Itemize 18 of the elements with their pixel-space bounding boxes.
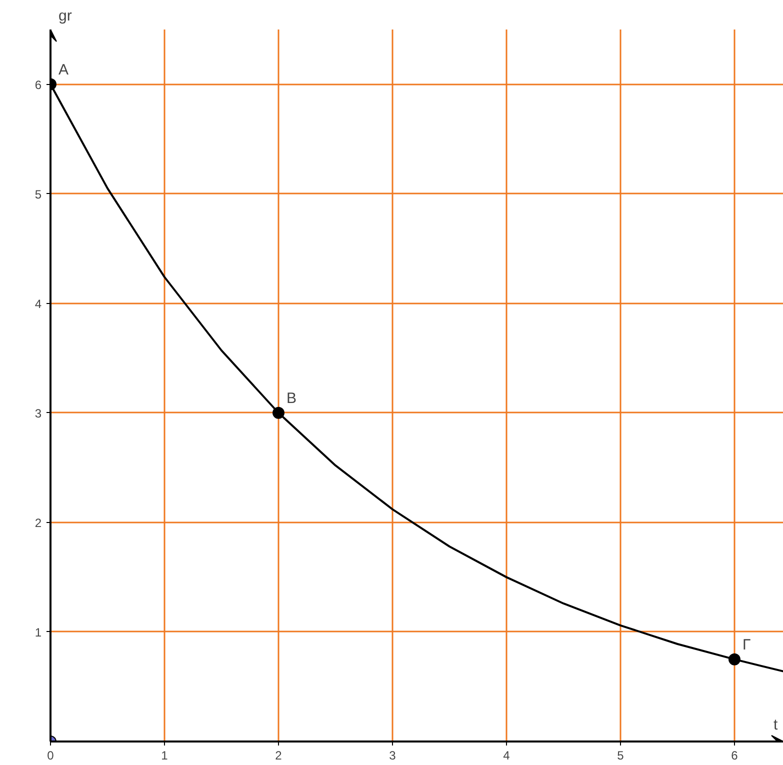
y-tick-label: 3	[34, 406, 42, 420]
y-tick-label: 5	[34, 187, 42, 202]
y-tick-label: 4	[34, 296, 42, 311]
x-tick-label: 2	[275, 748, 282, 762]
annotation: B	[286, 390, 297, 407]
x-tick-label: 0	[47, 748, 54, 762]
x-tick-label: 4	[503, 748, 510, 762]
x-tick-label: 5	[617, 748, 624, 762]
annotation: A	[58, 61, 69, 78]
x-tick-label: 6	[731, 748, 738, 762]
annotation: Γ	[742, 636, 751, 654]
y-tick-label: 1	[34, 625, 42, 640]
y-tick-label: 2	[34, 516, 42, 530]
x-axis-title: t	[774, 716, 778, 734]
y-tick-label: 6	[34, 78, 42, 92]
x-tick-label: 3	[389, 748, 396, 762]
x-tick-label: 1	[161, 748, 168, 762]
y-axis-title: gr	[58, 8, 72, 24]
